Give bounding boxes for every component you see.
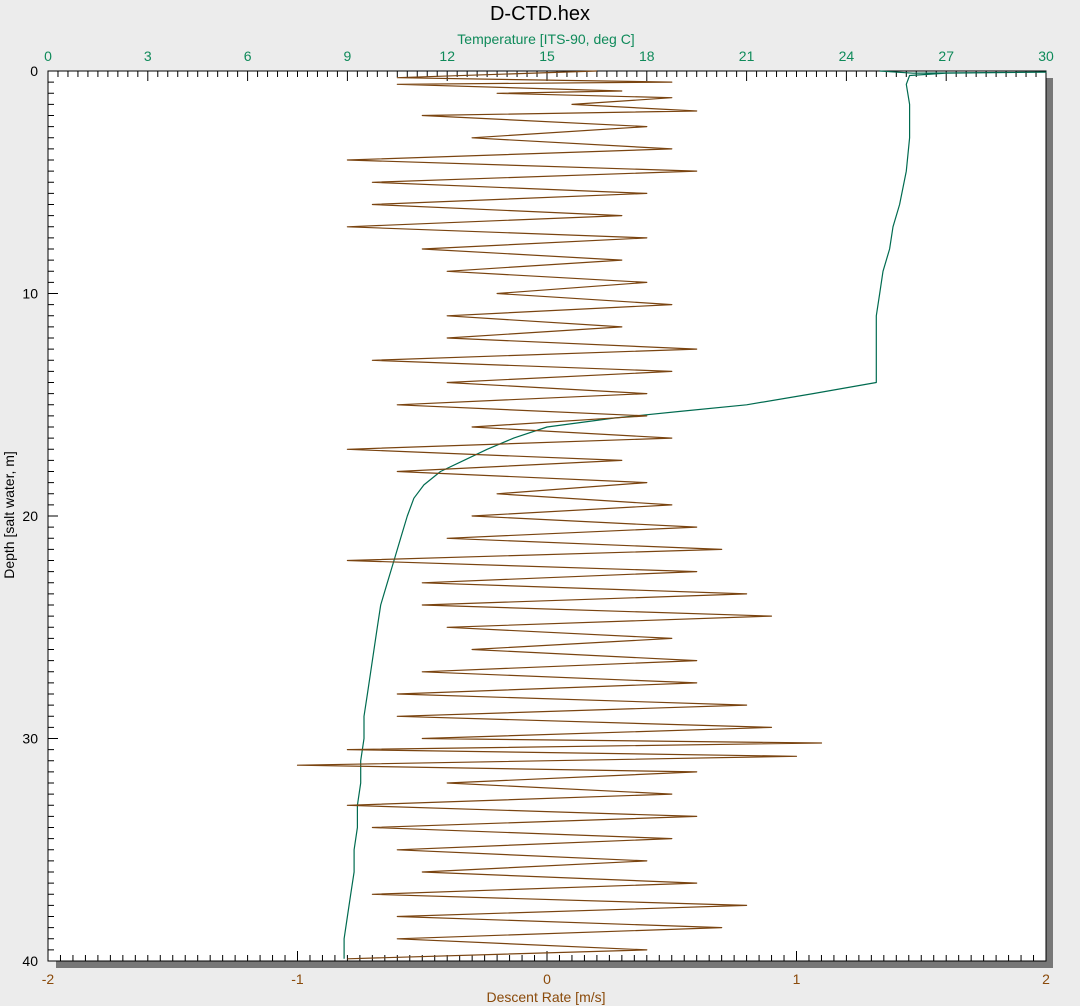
x-top-tick-label: 27 [938, 48, 954, 64]
x-bottom-tick-label: 0 [543, 971, 551, 987]
x-top-tick-label: 3 [144, 48, 152, 64]
x-bottom-axis-label: Descent Rate [m/s] [486, 989, 605, 1005]
x-top-tick-label: 9 [344, 48, 352, 64]
x-top-tick-label: 30 [1038, 48, 1054, 64]
y-tick-label: 20 [22, 508, 38, 524]
y-tick-label: 0 [30, 63, 38, 79]
x-bottom-tick-label: -2 [42, 971, 55, 987]
x-bottom-tick-label: -1 [291, 971, 304, 987]
descent-rate-series-line [296, 70, 823, 960]
x-top-tick-label: 24 [839, 48, 855, 64]
x-bottom-tick-label: 2 [1042, 971, 1050, 987]
tick-marks [47, 70, 1047, 962]
x-top-tick-label: 21 [739, 48, 755, 64]
y-tick-label: 10 [22, 286, 38, 302]
x-top-tick-label: 0 [44, 48, 52, 64]
x-top-tick-label: 6 [244, 48, 252, 64]
x-bottom-tick-label: 1 [793, 971, 801, 987]
chart-title: D-CTD.hex [490, 3, 590, 25]
y-tick-label: 40 [22, 953, 38, 969]
data-series [296, 70, 1047, 960]
x-top-axis-label: Temperature [ITS-90, deg C] [457, 31, 634, 47]
y-tick-label: 30 [22, 731, 38, 747]
plot-shadow-bottom [56, 961, 1053, 968]
x-top-tick-label: 18 [639, 48, 655, 64]
y-axis-label: Depth [salt water, m] [1, 451, 17, 579]
plot-shadow-right [1046, 78, 1053, 968]
x-top-tick-label: 15 [539, 48, 555, 64]
x-top-tick-label: 12 [439, 48, 455, 64]
plot-area [47, 70, 1047, 962]
